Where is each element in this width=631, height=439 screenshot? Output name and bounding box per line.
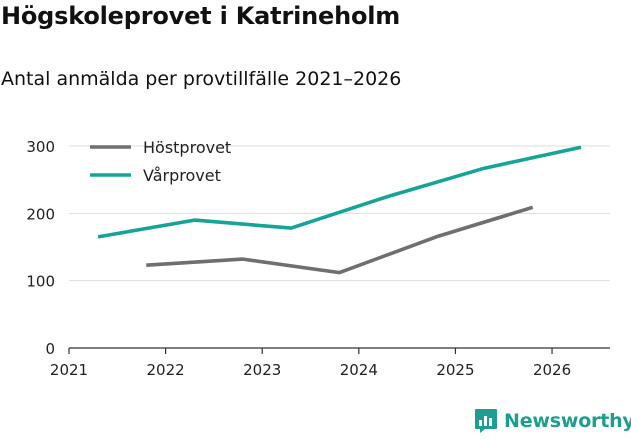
x-tick-label: 2021	[50, 361, 88, 379]
x-tick-label: 2026	[533, 361, 571, 379]
y-tick-label: 100	[26, 273, 55, 291]
series-line-varprovet	[97, 145, 582, 239]
x-tick-label: 2025	[436, 361, 474, 379]
y-tick-label: 200	[26, 205, 55, 223]
chart-subtitle: Antal anmälda per provtillfälle 2021–202…	[1, 68, 402, 90]
series-line-hostprovet	[146, 205, 534, 275]
x-tick-label: 2024	[340, 361, 378, 379]
y-tick-label: 0	[45, 340, 55, 358]
brand-name: Newsworthy	[504, 410, 631, 432]
newsworthy-icon	[475, 409, 497, 433]
line-chart: 0 100 200 300 2021 2022 2023 2024 2025 2026 Höstpr…	[26, 138, 610, 379]
x-tick-label: 2022	[147, 361, 185, 379]
x-tick-label: 2023	[243, 361, 281, 379]
legend-label: Vårprovet	[143, 166, 221, 185]
chart-title: Högskoleprovet i Katrineholm	[1, 2, 401, 30]
newsworthy-logo: Newsworthy	[474, 406, 631, 436]
legend-label: Höstprovet	[143, 138, 231, 157]
y-tick-label: 300	[26, 138, 55, 156]
